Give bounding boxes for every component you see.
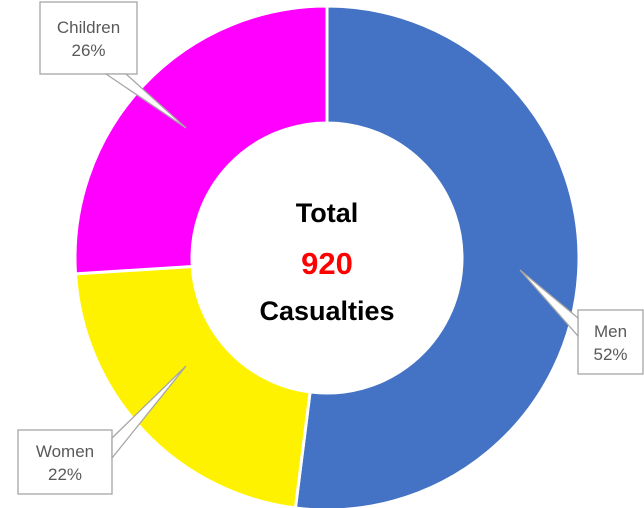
callout-pointer (103, 73, 187, 129)
callout-label: Men (594, 322, 627, 341)
slice-children (73, 4, 329, 276)
center-subtitle: Casualties (259, 296, 394, 326)
center-total-value: 920 (301, 246, 353, 281)
callout-value: 22% (48, 465, 82, 484)
callout-label: Children (57, 18, 120, 37)
callout-box (17, 429, 113, 495)
callout-box (577, 309, 644, 375)
slices-group (73, 4, 581, 508)
center-label: Total 920 Casualties (259, 198, 394, 326)
callout-pointer (111, 365, 187, 460)
callouts-group: Men 52% Women 22% Children 26% (17, 1, 644, 495)
callout-women: Women 22% (17, 365, 187, 495)
slice-women (73, 264, 312, 508)
callout-men: Men 52% (519, 269, 644, 375)
callout-value: 52% (593, 345, 627, 364)
callout-value: 26% (71, 41, 105, 60)
callout-box (39, 1, 138, 75)
callout-children: Children 26% (39, 1, 187, 129)
slice-men (293, 4, 581, 508)
callout-pointer (519, 269, 579, 338)
center-title: Total (296, 198, 359, 228)
callout-label: Women (36, 442, 94, 461)
